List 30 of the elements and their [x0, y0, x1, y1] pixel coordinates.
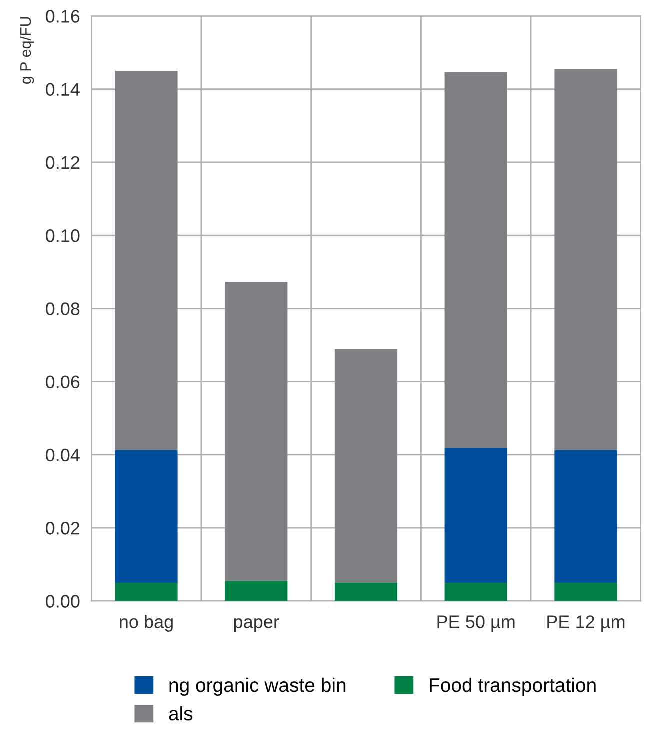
bar: [115, 71, 178, 450]
legend-label: als: [169, 706, 193, 721]
bar: [554, 69, 618, 450]
bar: [444, 582, 508, 602]
x-tick-label: paper: [234, 618, 280, 632]
y-tick-label: 0.00: [46, 595, 80, 608]
bar: [334, 349, 398, 583]
legend-label: Food transportation: [430, 678, 596, 696]
y-tick-label: 0.16: [46, 10, 80, 23]
x-tick-label: PE 50 µm: [438, 616, 515, 632]
x-tick-label: PE 12 µm: [548, 616, 625, 632]
x-tick-label: no bag: [120, 615, 173, 632]
bar: [554, 582, 618, 602]
y-tick-label: 0.12: [46, 156, 80, 170]
bar: [554, 450, 618, 583]
y-tick-label: 0.06: [46, 376, 80, 389]
y-tick-label: 0.04: [46, 448, 80, 462]
bar: [444, 448, 508, 583]
bar: [115, 582, 178, 602]
bar: [444, 72, 508, 448]
bar: [225, 581, 288, 602]
y-tick-label: 0.14: [46, 83, 80, 96]
bar: [115, 450, 178, 583]
y-axis-title: g P eq/FU: [20, 17, 34, 84]
y-tick-label: 0.10: [46, 230, 80, 242]
y-tick-label: 0.02: [46, 522, 80, 535]
legend-label: ng organic waste bin: [170, 678, 346, 696]
y-tick-label: 0.08: [46, 302, 80, 316]
bar: [225, 282, 288, 582]
bar: [334, 582, 398, 602]
